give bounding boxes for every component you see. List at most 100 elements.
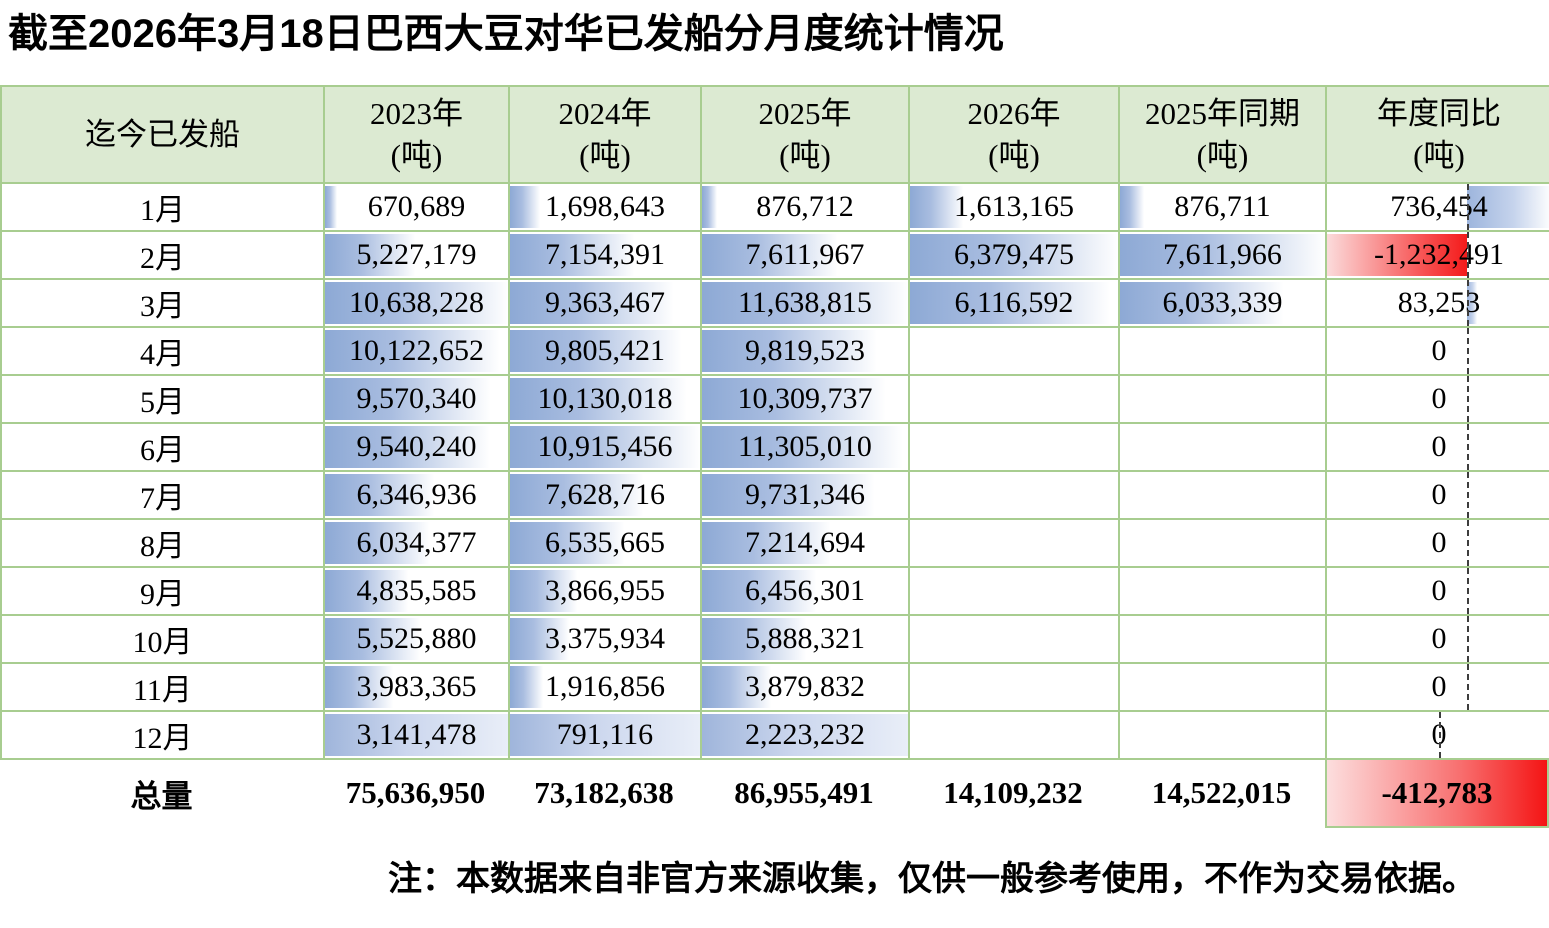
value-2025-ytd-cell: 876,711 xyxy=(1120,184,1327,232)
yoy-cell: 0 xyxy=(1327,712,1549,760)
header-cell-2023: 2023年 (吨) xyxy=(325,87,510,184)
yoy-cell: 0 xyxy=(1327,616,1549,664)
value-2024-cell: 9,805,421 xyxy=(510,328,702,376)
value-2023-cell: 6,346,936 xyxy=(325,472,510,520)
table-header-row: 迄今已发船 2023年 (吨) 2024年 (吨) 2025年 (吨) 2026… xyxy=(2,87,1549,184)
table-row: 3月 10,638,228 9,363,467 11,638,815 6,116… xyxy=(2,280,1549,328)
header-cell-2025: 2025年 (吨) xyxy=(702,87,910,184)
table-row: 6月 9,540,240 10,915,456 11,305,010 0 xyxy=(2,424,1549,472)
value-2025-ytd-cell: 6,033,339 xyxy=(1120,280,1327,328)
yoy-zero-axis-line xyxy=(1467,664,1470,710)
table-row: 10月 5,525,880 3,375,934 5,888,321 0 xyxy=(2,616,1549,664)
table-row: 8月 6,034,377 6,535,665 7,214,694 0 xyxy=(2,520,1549,568)
value-2025-ytd-cell xyxy=(1120,424,1327,472)
value-2023-cell: 4,835,585 xyxy=(325,568,510,616)
value-2023-cell: 10,122,652 xyxy=(325,328,510,376)
yoy-cell: 83,253 xyxy=(1327,280,1549,328)
value-2025-cell: 11,638,815 xyxy=(702,280,910,328)
yoy-zero-axis-line xyxy=(1467,232,1470,278)
footnote: 注：本数据来自非官方来源收集，仅供一般参考使用，不作为交易依据。 xyxy=(388,860,1476,898)
table-row: 7月 6,346,936 7,628,716 9,731,346 0 xyxy=(2,472,1549,520)
table-row: 1月 670,689 1,698,643 876,712 1,613,165 8… xyxy=(2,184,1549,232)
value-2025-cell: 10,309,737 xyxy=(702,376,910,424)
header-cell-yoy: 年度同比 (吨) xyxy=(1327,87,1549,184)
value-2024-cell: 10,130,018 xyxy=(510,376,702,424)
header-cell-month: 迄今已发船 xyxy=(2,87,325,184)
total-2024-cell: 73,182,638 xyxy=(534,775,674,810)
table-row: 2月 5,227,179 7,154,391 7,611,967 6,379,4… xyxy=(2,232,1549,280)
value-2023-cell: 6,034,377 xyxy=(325,520,510,568)
value-2026-cell xyxy=(910,712,1120,760)
yoy-zero-axis-line xyxy=(1439,712,1441,758)
value-2025-ytd-cell xyxy=(1120,712,1327,760)
value-2025-cell: 7,214,694 xyxy=(702,520,910,568)
yoy-zero-axis-line xyxy=(1467,616,1470,662)
total-2023-cell: 75,636,950 xyxy=(345,775,486,810)
total-2025-cell: 86,955,491 xyxy=(734,775,874,810)
value-2026-cell xyxy=(910,616,1120,664)
yoy-zero-axis-line xyxy=(1467,568,1470,614)
total-2025-ytd-cell: 14,522,015 xyxy=(1151,775,1292,810)
value-2024-cell: 10,915,456 xyxy=(510,424,702,472)
yoy-zero-axis-line xyxy=(1467,376,1470,422)
value-2026-cell xyxy=(910,472,1120,520)
value-2024-cell: 1,916,856 xyxy=(510,664,702,712)
header-label: 迄今已发船 xyxy=(85,116,240,152)
month-cell: 11月 xyxy=(2,664,325,712)
value-2025-cell: 5,888,321 xyxy=(702,616,910,664)
yoy-cell: 0 xyxy=(1327,472,1549,520)
value-2025-ytd-cell xyxy=(1120,568,1327,616)
page-title: 截至2026年3月18日巴西大豆对华已发船分月度统计情况 xyxy=(8,12,1004,56)
shipment-table: 迄今已发船 2023年 (吨) 2024年 (吨) 2025年 (吨) 2026… xyxy=(0,85,1549,760)
yoy-zero-axis-line xyxy=(1467,520,1470,566)
value-2024-cell: 6,535,665 xyxy=(510,520,702,568)
total-yoy-cell: -412,783 xyxy=(1325,758,1549,828)
table-body: 1月 670,689 1,698,643 876,712 1,613,165 8… xyxy=(2,184,1549,760)
yoy-zero-axis-line xyxy=(1467,328,1470,374)
table-row: 9月 4,835,585 3,866,955 6,456,301 0 xyxy=(2,568,1549,616)
value-2025-cell: 11,305,010 xyxy=(702,424,910,472)
month-cell: 6月 xyxy=(2,424,325,472)
value-2026-cell xyxy=(910,424,1120,472)
month-cell: 3月 xyxy=(2,280,325,328)
month-cell: 5月 xyxy=(2,376,325,424)
value-2026-cell xyxy=(910,568,1120,616)
yoy-zero-axis-line xyxy=(1467,184,1470,230)
header-cell-2025-ytd: 2025年同期 (吨) xyxy=(1120,87,1327,184)
value-2026-cell xyxy=(910,664,1120,712)
yoy-cell: 0 xyxy=(1327,520,1549,568)
value-2026-cell xyxy=(910,376,1120,424)
value-2026-cell: 6,379,475 xyxy=(910,232,1120,280)
value-2025-cell: 6,456,301 xyxy=(702,568,910,616)
yoy-zero-axis-line xyxy=(1467,472,1470,518)
month-cell: 12月 xyxy=(2,712,325,760)
header-cell-2026: 2026年 (吨) xyxy=(910,87,1120,184)
value-2023-cell: 5,525,880 xyxy=(325,616,510,664)
value-2024-cell: 3,866,955 xyxy=(510,568,702,616)
total-2026-cell: 14,109,232 xyxy=(943,775,1083,810)
month-cell: 9月 xyxy=(2,568,325,616)
month-cell: 8月 xyxy=(2,520,325,568)
value-2025-ytd-cell xyxy=(1120,472,1327,520)
value-2026-cell xyxy=(910,520,1120,568)
value-2024-cell: 7,628,716 xyxy=(510,472,702,520)
month-cell: 2月 xyxy=(2,232,325,280)
value-2024-cell: 7,154,391 xyxy=(510,232,702,280)
value-2025-ytd-cell xyxy=(1120,616,1327,664)
value-2024-cell: 791,116 xyxy=(510,712,702,760)
value-2025-cell: 876,712 xyxy=(702,184,910,232)
value-2025-ytd-cell xyxy=(1120,520,1327,568)
value-2024-cell: 1,698,643 xyxy=(510,184,702,232)
value-2025-cell: 7,611,967 xyxy=(702,232,910,280)
value-2026-cell: 1,613,165 xyxy=(910,184,1120,232)
yoy-zero-axis-line xyxy=(1467,280,1470,326)
yoy-cell: 0 xyxy=(1327,328,1549,376)
total-label-cell: 总量 xyxy=(130,778,193,814)
table-total-row: 总量 75,636,950 73,182,638 86,955,491 14,1… xyxy=(0,758,1549,828)
value-2026-cell: 6,116,592 xyxy=(910,280,1120,328)
value-2023-cell: 10,638,228 xyxy=(325,280,510,328)
table-row: 11月 3,983,365 1,916,856 3,879,832 0 xyxy=(2,664,1549,712)
value-2026-cell xyxy=(910,328,1120,376)
value-2025-ytd-cell: 7,611,966 xyxy=(1120,232,1327,280)
